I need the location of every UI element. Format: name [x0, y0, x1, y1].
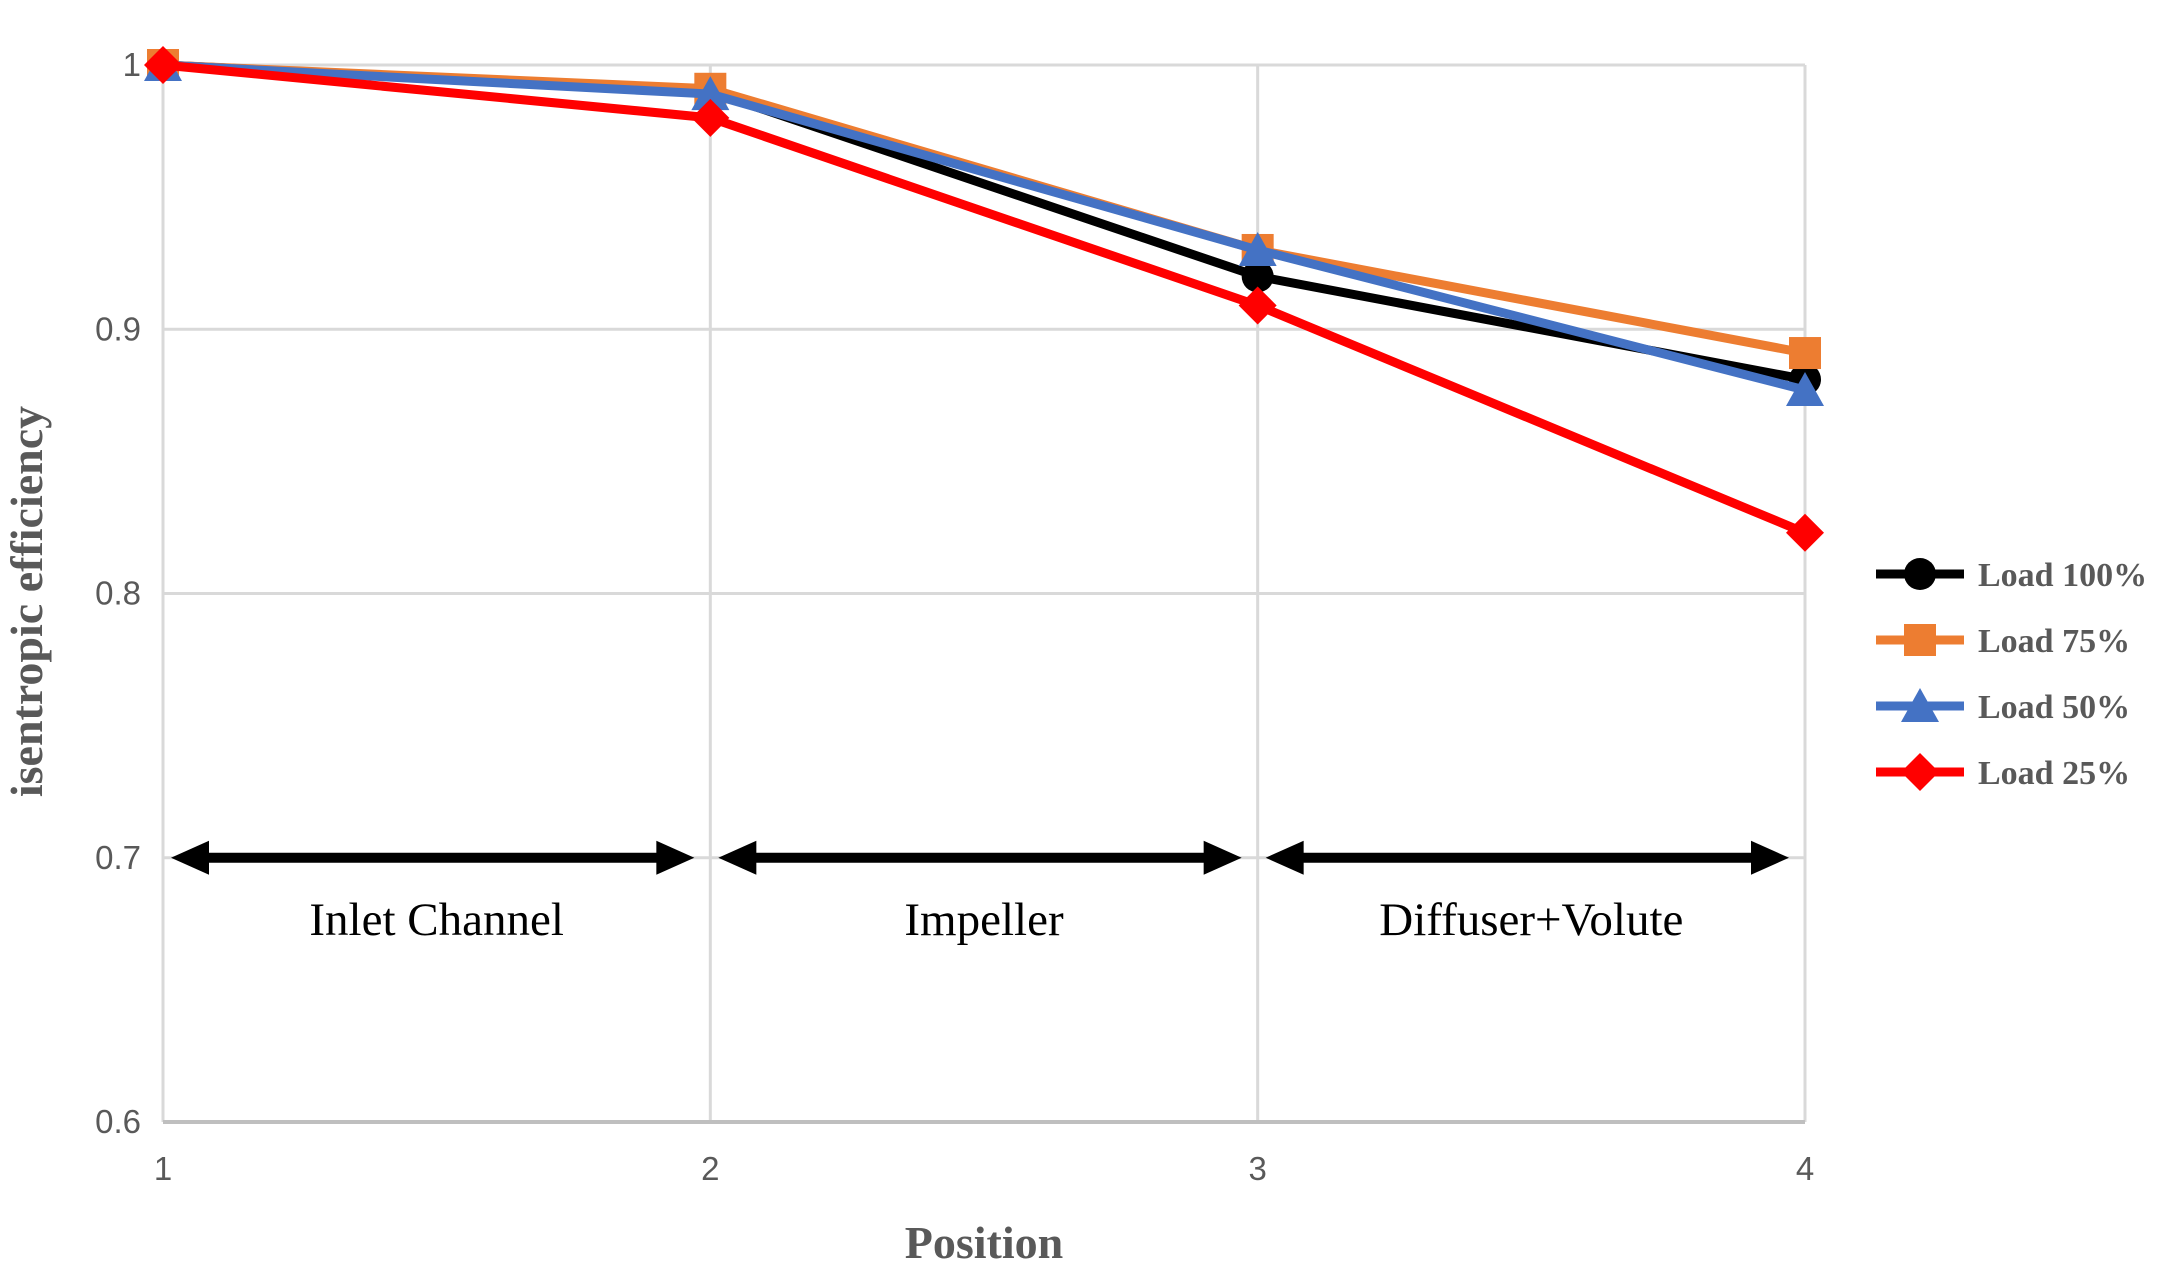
x-tick-label: 2 — [701, 1150, 719, 1187]
legend-marker — [1901, 753, 1939, 791]
legend-label: Load 100% — [1978, 557, 2147, 594]
series-marker — [1241, 260, 1274, 293]
series-line — [162, 60, 1807, 537]
annotation-label: Diffuser+Volute — [1379, 894, 1683, 946]
legend-label: Load 50% — [1978, 689, 2130, 726]
x-tick-label: 4 — [1796, 1150, 1814, 1187]
y-tick-label: 0.9 — [95, 310, 141, 347]
series-line — [162, 60, 1806, 384]
annotation-arrowhead-left — [1265, 840, 1304, 875]
y-tick-label: 0.7 — [95, 839, 141, 876]
legend-marker — [1901, 688, 1939, 722]
series-marker — [144, 46, 182, 84]
legend-label: Load 25% — [1978, 755, 2130, 792]
annotation-arrowhead-left — [718, 840, 757, 875]
series-marker — [1786, 513, 1824, 552]
y-tick-label: 0.8 — [95, 575, 141, 612]
x-tick-label: 3 — [1248, 1150, 1266, 1187]
annotation-arrowhead-right — [1203, 840, 1242, 875]
legend-label: Load 75% — [1978, 623, 2130, 660]
legend-marker — [1904, 558, 1936, 590]
series-marker — [1789, 337, 1821, 370]
legend-marker — [1904, 624, 1936, 656]
x-tick-label: 1 — [154, 1150, 172, 1187]
y-tick-label: 0.6 — [95, 1103, 141, 1140]
annotation-arrowhead-right — [656, 840, 695, 875]
series-marker — [1786, 372, 1824, 407]
series-marker — [1238, 286, 1277, 325]
series-line — [162, 60, 1807, 395]
series-marker — [691, 76, 730, 111]
annotation-label: Inlet Channel — [309, 894, 564, 946]
annotation-label: Impeller — [904, 894, 1064, 946]
x-axis-title: Position — [905, 1217, 1063, 1268]
annotation-arrowhead-right — [1751, 840, 1789, 875]
series-marker — [1238, 231, 1277, 266]
annotation-arrowhead-left — [171, 840, 209, 875]
y-tick-label: 1 — [123, 46, 141, 83]
series-marker — [691, 98, 730, 137]
y-axis-title: isentropic efficiency — [1, 406, 52, 797]
